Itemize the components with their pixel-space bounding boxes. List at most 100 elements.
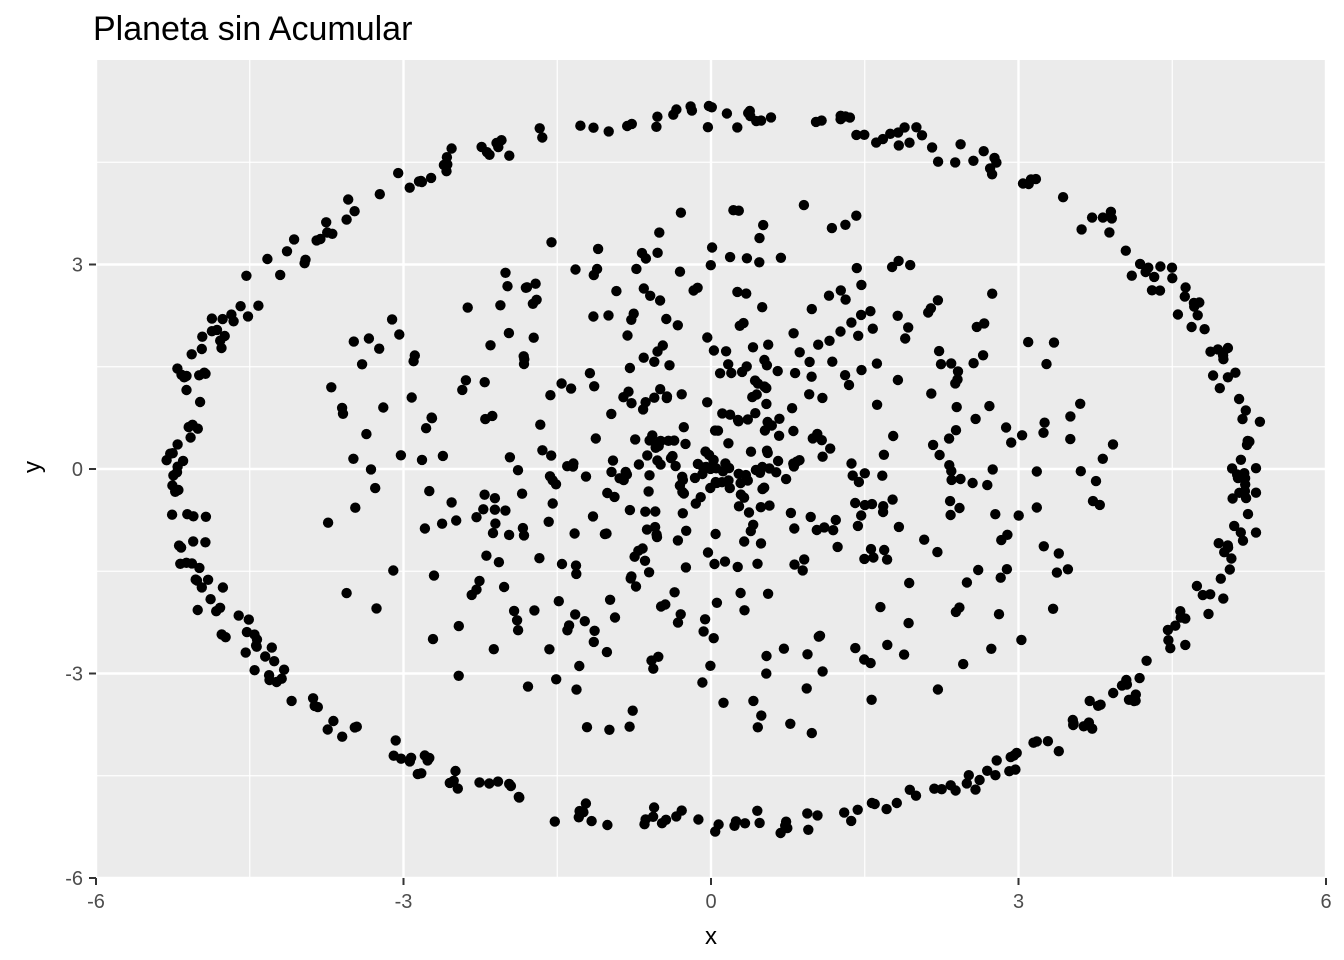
scatter-point bbox=[839, 370, 851, 381]
y-tick-label: 0 bbox=[72, 459, 83, 481]
scatter-point bbox=[1167, 273, 1178, 284]
scatter-point bbox=[161, 455, 172, 466]
scatter-point bbox=[719, 556, 731, 567]
scatter-point bbox=[946, 474, 957, 486]
scatter-point bbox=[712, 425, 724, 436]
scatter-point bbox=[927, 439, 939, 451]
scatter-point bbox=[250, 640, 262, 651]
scatter-point bbox=[1116, 680, 1128, 691]
scatter-point bbox=[1179, 291, 1191, 302]
scatter-point bbox=[675, 207, 687, 218]
y-axis: -6 -3 0 3 bbox=[65, 255, 96, 890]
scatter-point bbox=[967, 477, 978, 489]
scatter-point bbox=[188, 511, 199, 522]
scatter-point bbox=[328, 715, 339, 727]
scatter-point bbox=[961, 577, 973, 588]
scatter-point bbox=[756, 710, 767, 721]
scatter-point bbox=[228, 316, 239, 327]
scatter-point bbox=[724, 409, 736, 420]
scatter-point bbox=[341, 587, 352, 599]
scatter-point bbox=[926, 142, 938, 153]
scatter-point bbox=[670, 460, 681, 472]
scatter-point bbox=[603, 310, 614, 321]
scatter-point bbox=[419, 750, 430, 761]
scatter-point bbox=[580, 798, 592, 809]
x-tick-label: -6 bbox=[87, 891, 105, 913]
scatter-point bbox=[677, 508, 688, 519]
scatter-point bbox=[341, 214, 352, 225]
scatter-point bbox=[798, 199, 810, 211]
scatter-point bbox=[550, 479, 562, 490]
scatter-point bbox=[655, 384, 666, 395]
scatter-point bbox=[589, 381, 600, 392]
scatter-point bbox=[1108, 687, 1119, 699]
scatter-point bbox=[534, 553, 545, 564]
scatter-point bbox=[194, 370, 205, 381]
scatter-point bbox=[697, 677, 708, 688]
scatter-point bbox=[911, 122, 922, 133]
scatter-point bbox=[406, 392, 417, 403]
scatter-point bbox=[1031, 502, 1043, 513]
scatter-point bbox=[934, 449, 945, 461]
scatter-point bbox=[702, 397, 713, 408]
scatter-point bbox=[601, 646, 613, 658]
scatter-point bbox=[638, 352, 649, 363]
scatter-point bbox=[843, 379, 855, 391]
scatter-point bbox=[522, 681, 534, 692]
scatter-point bbox=[865, 543, 877, 555]
scatter-point bbox=[987, 464, 998, 475]
scatter-point bbox=[451, 515, 462, 526]
x-tick-label: -3 bbox=[395, 891, 413, 913]
scatter-point bbox=[588, 122, 599, 133]
scatter-point bbox=[877, 133, 889, 145]
scatter-point bbox=[269, 656, 280, 667]
scatter-point bbox=[828, 525, 839, 536]
scatter-point bbox=[990, 509, 1001, 520]
scatter-point bbox=[1203, 608, 1214, 620]
scatter-point bbox=[729, 820, 740, 831]
scatter-point bbox=[851, 129, 862, 141]
scatter-point bbox=[847, 470, 858, 481]
scatter-point bbox=[235, 301, 246, 312]
scatter-point bbox=[1047, 603, 1059, 614]
scatter-point bbox=[425, 172, 437, 184]
scatter-point bbox=[611, 285, 622, 297]
scatter-point bbox=[1162, 624, 1174, 636]
scatter-point bbox=[1031, 736, 1043, 747]
scatter-point bbox=[419, 523, 431, 534]
scatter-point bbox=[840, 111, 851, 122]
scatter-point bbox=[1086, 212, 1098, 223]
scatter-point bbox=[1149, 271, 1160, 283]
scatter-point bbox=[951, 401, 962, 413]
scatter-point bbox=[739, 605, 750, 616]
scatter-point bbox=[488, 644, 499, 655]
scatter-point bbox=[573, 812, 584, 823]
scatter-point bbox=[437, 450, 449, 462]
scatter-point bbox=[348, 453, 359, 464]
scatter-point bbox=[636, 247, 648, 259]
scatter-point bbox=[750, 408, 761, 419]
scatter-point bbox=[571, 684, 582, 695]
scatter-point bbox=[726, 367, 737, 379]
scatter-point bbox=[780, 473, 792, 485]
scatter-point bbox=[590, 433, 601, 444]
scatter-point bbox=[343, 194, 354, 205]
scatter-point bbox=[678, 422, 689, 433]
scatter-point bbox=[1084, 695, 1095, 707]
scatter-point bbox=[747, 342, 759, 353]
scatter-point bbox=[868, 552, 879, 563]
scatter-point bbox=[567, 461, 579, 472]
scatter-point bbox=[759, 354, 770, 366]
scatter-point bbox=[586, 815, 597, 827]
scatter-point bbox=[1097, 453, 1109, 464]
scatter-point bbox=[626, 314, 637, 325]
scatter-point bbox=[196, 343, 207, 355]
scatter-point bbox=[955, 139, 966, 150]
scatter-point bbox=[181, 384, 192, 396]
scatter-point bbox=[688, 285, 699, 296]
scatter-point bbox=[1017, 178, 1029, 189]
scatter-point bbox=[702, 547, 714, 558]
scatter-point bbox=[202, 574, 214, 585]
scatter-point bbox=[761, 650, 772, 662]
scatter-point bbox=[1038, 427, 1049, 438]
